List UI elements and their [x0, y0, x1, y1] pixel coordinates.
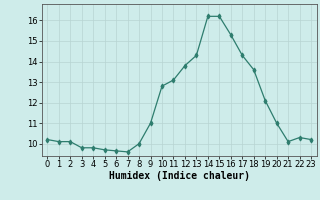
X-axis label: Humidex (Indice chaleur): Humidex (Indice chaleur): [109, 171, 250, 181]
